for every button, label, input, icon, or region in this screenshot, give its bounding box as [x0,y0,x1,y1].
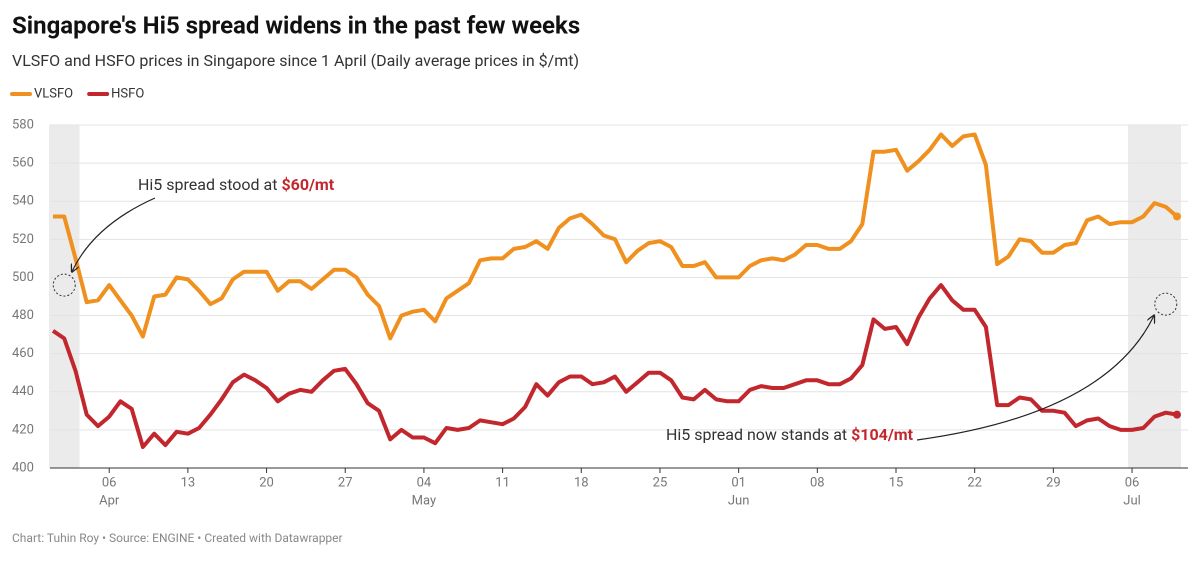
footer: Chart: Tuhin Roy • Source: ENGINE • Crea… [12,531,343,545]
end-point [1173,212,1181,221]
legend-label: VLSFO [34,86,73,101]
chart-subtitle: VLSFO and HSFO prices in Singapore since… [12,51,579,70]
x-tick-label: 20 [259,475,274,490]
x-month-label: Jul [1123,493,1141,508]
x-tick-label: 08 [810,475,825,490]
x-tick-label: 13 [181,475,196,490]
x-tick-label: 01 [731,475,746,490]
x-month-label: May [412,493,436,508]
x-tick-label: 29 [1046,475,1061,490]
annotation-highlight: $104/mt [851,425,914,444]
y-tick-label: 460 [12,346,34,361]
y-tick-label: 500 [12,270,34,285]
chart-title: Singapore's Hi5 spread widens in the pas… [12,11,580,39]
y-tick-label: 440 [12,384,34,399]
series-line [53,132,1179,341]
x-tick-label: 27 [338,475,353,490]
x-tick-label: 06 [102,475,117,490]
series-line [51,283,1178,449]
x-tick-label: 22 [967,475,982,490]
x-tick-label: 18 [574,475,589,490]
x-tick-label: 11 [495,475,510,490]
x-tick-label: 15 [889,475,904,490]
y-tick-label: 420 [12,422,34,437]
x-tick-label: 06 [1125,475,1140,490]
y-tick-label: 520 [12,232,34,247]
end-point [1173,410,1181,419]
annotation-text-part: Hi5 spread now stands at [666,425,851,444]
y-tick-label: 540 [12,194,34,209]
annotation-circle [52,273,76,297]
x-tick-label: 04 [417,475,432,490]
annotation-text: Hi5 spread now stands at $104/mt [666,425,914,444]
annotation-highlight: $60/mt [281,175,334,194]
y-tick-label: 480 [12,308,34,323]
x-month-label: Apr [99,493,120,508]
legend-label: HSFO [111,86,144,101]
annotation-text-part: Hi5 spread stood at [138,175,281,194]
annotation-arrow [72,197,156,271]
y-tick-label: 580 [12,117,34,132]
x-tick-label: 25 [653,475,668,490]
annotation-text: Hi5 spread stood at $60/mt [138,175,335,194]
annotation-arrow [916,316,1154,441]
annotation-circle [1154,292,1178,316]
highlight-band [1128,125,1181,468]
y-tick-label: 560 [12,156,34,171]
x-month-label: Jun [728,493,750,508]
y-tick-label: 400 [12,460,34,475]
